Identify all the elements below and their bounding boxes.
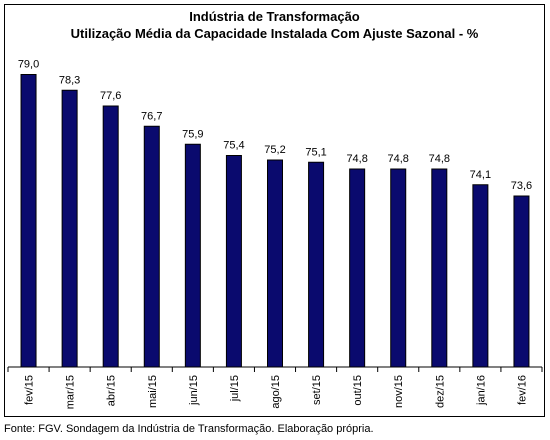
bar-set-15 xyxy=(308,161,325,368)
bar-mai-15 xyxy=(143,125,160,368)
chart-title: Indústria de Transformação xyxy=(189,9,360,24)
data-label: 75,2 xyxy=(264,144,285,156)
data-label: 74,1 xyxy=(470,169,491,181)
x-tick-label: mar/15 xyxy=(65,375,77,409)
bar-fev-16 xyxy=(513,195,530,368)
data-label: 73,6 xyxy=(511,180,532,192)
bar-nov-15 xyxy=(390,168,407,368)
bar-jul-15 xyxy=(225,155,242,368)
chart-subtitle: Utilização Média da Capacidade Instalada… xyxy=(70,26,479,41)
x-tick-label: jan/16 xyxy=(475,375,487,406)
source-note: Fonte: FGV. Sondagem da Indústria de Tra… xyxy=(4,423,374,435)
data-label: 79,0 xyxy=(18,59,39,71)
chart-frame xyxy=(4,4,545,417)
x-tick-label: jun/15 xyxy=(188,375,200,406)
x-tick-label: jul/15 xyxy=(229,375,241,402)
x-tick-label: abr/15 xyxy=(106,375,118,406)
data-label: 78,3 xyxy=(59,74,80,86)
data-label: 74,8 xyxy=(346,153,367,165)
bar-ago-15 xyxy=(267,159,283,368)
data-label: 77,6 xyxy=(100,90,121,102)
x-tick-label: nov/15 xyxy=(393,375,405,408)
x-tick-label: dez/15 xyxy=(434,375,446,408)
bar-jan-16 xyxy=(472,184,489,368)
data-label: 75,4 xyxy=(223,140,244,152)
data-label: 74,8 xyxy=(388,153,409,165)
x-tick-label: set/15 xyxy=(311,375,323,405)
bar-fev-15 xyxy=(20,74,37,368)
x-tick-label: mai/15 xyxy=(147,375,159,408)
bar-mar-15 xyxy=(61,89,78,368)
data-label: 75,9 xyxy=(182,128,203,140)
x-tick-label: fev/16 xyxy=(516,375,528,405)
bar-abr-15 xyxy=(102,105,119,368)
x-tick-label: fev/15 xyxy=(24,375,36,405)
bar-out-15 xyxy=(349,168,366,368)
x-tick-label: out/15 xyxy=(352,375,364,406)
data-label: 75,1 xyxy=(305,146,326,158)
data-label: 74,8 xyxy=(429,153,450,165)
data-label: 76,7 xyxy=(141,110,162,122)
x-tick-label: ago/15 xyxy=(270,375,282,409)
bar-dez-15 xyxy=(431,168,448,368)
bar-jun-15 xyxy=(184,143,201,368)
